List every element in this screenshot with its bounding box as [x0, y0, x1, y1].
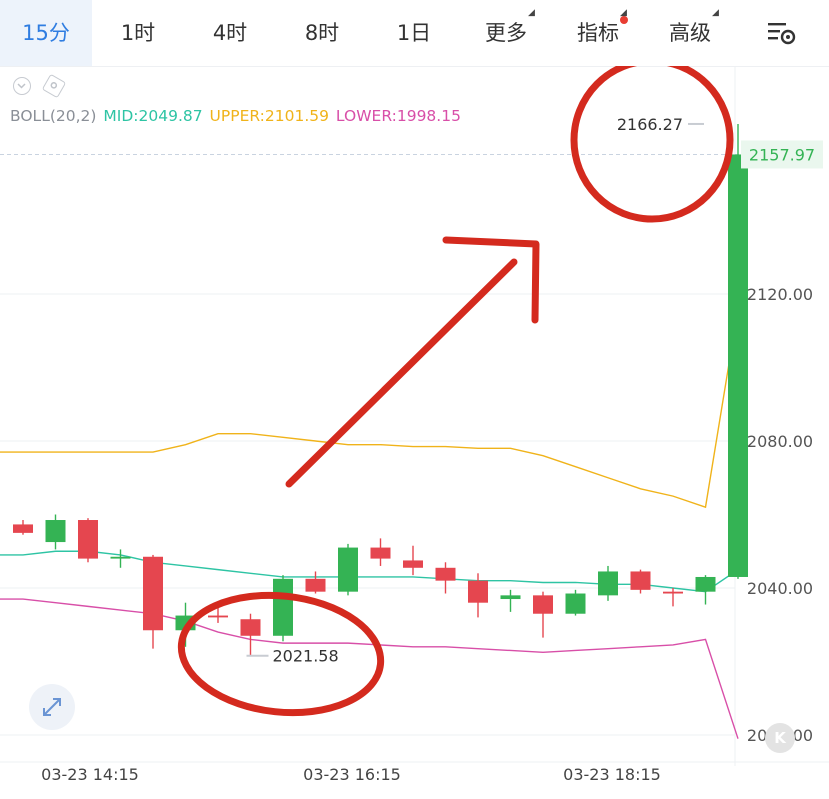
annotation-arrow-shaft [285, 258, 518, 488]
candle-body[interactable] [240, 619, 261, 636]
candle-body[interactable] [305, 578, 326, 592]
candle-body[interactable] [143, 556, 163, 631]
candlestick-chart[interactable]: 2120.002080.002040.002000.002157.9703-23… [0, 66, 829, 799]
boll-legend: BOLL(20,2) MID:2049.87 UPPER:2101.59 LOW… [10, 107, 463, 125]
boll-name: BOLL(20,2) [10, 107, 97, 125]
candle-body[interactable] [45, 520, 66, 543]
price-tick-label: 2080.00 [747, 432, 813, 451]
candle-body[interactable] [78, 520, 98, 559]
annotation-circle-high [570, 66, 734, 223]
tab-label: 8时 [304, 21, 340, 45]
candle-body[interactable] [208, 615, 228, 618]
k-logo: K [765, 723, 795, 753]
time-tick-label: 03-23 14:15 [41, 765, 139, 784]
chart-settings-button[interactable] [752, 0, 812, 66]
candle-body[interactable] [403, 560, 423, 568]
annotation-circle-low [177, 591, 385, 717]
price-tick-label: 2040.00 [747, 579, 813, 598]
notification-dot [620, 16, 628, 24]
high-price-label: 2166.27 [617, 115, 683, 134]
tab-15m[interactable]: 15分 [0, 0, 92, 66]
candle-body[interactable] [695, 576, 716, 592]
boll-lower: LOWER:1998.15 [335, 107, 461, 125]
last-price-label: 2157.97 [749, 145, 815, 164]
candle-body[interactable] [13, 524, 33, 533]
tab-8h[interactable]: 8时 [276, 0, 368, 66]
expand-button[interactable] [29, 684, 75, 730]
boll-upper: UPPER:2101.59 [209, 107, 329, 125]
tab-more[interactable]: 更多 ◢ [460, 0, 552, 66]
chart-settings-icon [768, 23, 796, 45]
candle-body[interactable] [598, 571, 618, 596]
tab-label: 15分 [22, 21, 70, 45]
boll-mid: MID:2049.87 [103, 107, 203, 125]
candle-body[interactable] [370, 547, 391, 559]
tab-label: 更多 [485, 21, 527, 45]
time-tick-label: 03-23 16:15 [303, 765, 401, 784]
candle-body[interactable] [728, 154, 748, 577]
last-price-badge [741, 140, 823, 169]
candle-body[interactable] [533, 595, 553, 614]
tab-label: 1日 [396, 21, 432, 45]
indicator-settings-icon[interactable] [41, 73, 67, 99]
dropdown-triangle-icon: ◢ [620, 8, 627, 18]
boll-upper-line [0, 308, 739, 509]
annotation-arrow-head [442, 236, 540, 324]
boll-lower-line [0, 598, 739, 739]
timeframe-tabs: 15分 1时 4时 8时 1日 更多 ◢ 指标 ◢ 高级 ◢ [0, 0, 829, 67]
tab-advanced[interactable]: 高级 ◢ [644, 0, 736, 66]
tab-1h[interactable]: 1时 [92, 0, 184, 66]
candle-body[interactable] [663, 591, 683, 594]
expand-icon [43, 698, 61, 716]
candle-body[interactable] [110, 556, 131, 559]
dropdown-triangle-icon: ◢ [528, 8, 535, 18]
candle-body[interactable] [273, 578, 293, 636]
tab-label: 4时 [212, 21, 248, 45]
dropdown-triangle-icon: ◢ [712, 8, 719, 18]
candle-body[interactable] [338, 547, 358, 592]
tab-1d[interactable]: 1日 [368, 0, 460, 66]
tab-indicators[interactable]: 指标 ◢ [552, 0, 644, 66]
price-tick-label: 2120.00 [747, 285, 813, 304]
candle-body[interactable] [468, 580, 488, 603]
tab-label: 高级 [669, 21, 711, 45]
tab-label: 1时 [120, 21, 156, 45]
collapse-icon[interactable] [13, 77, 31, 95]
candle-body[interactable] [565, 593, 586, 614]
candle-body[interactable] [435, 567, 456, 581]
time-tick-label: 03-23 18:15 [563, 765, 661, 784]
candle-body[interactable] [630, 571, 651, 590]
tab-label: 指标 [577, 21, 619, 45]
low-price-label: 2021.58 [273, 647, 339, 666]
tab-4h[interactable]: 4时 [184, 0, 276, 66]
candle-body[interactable] [500, 595, 521, 600]
